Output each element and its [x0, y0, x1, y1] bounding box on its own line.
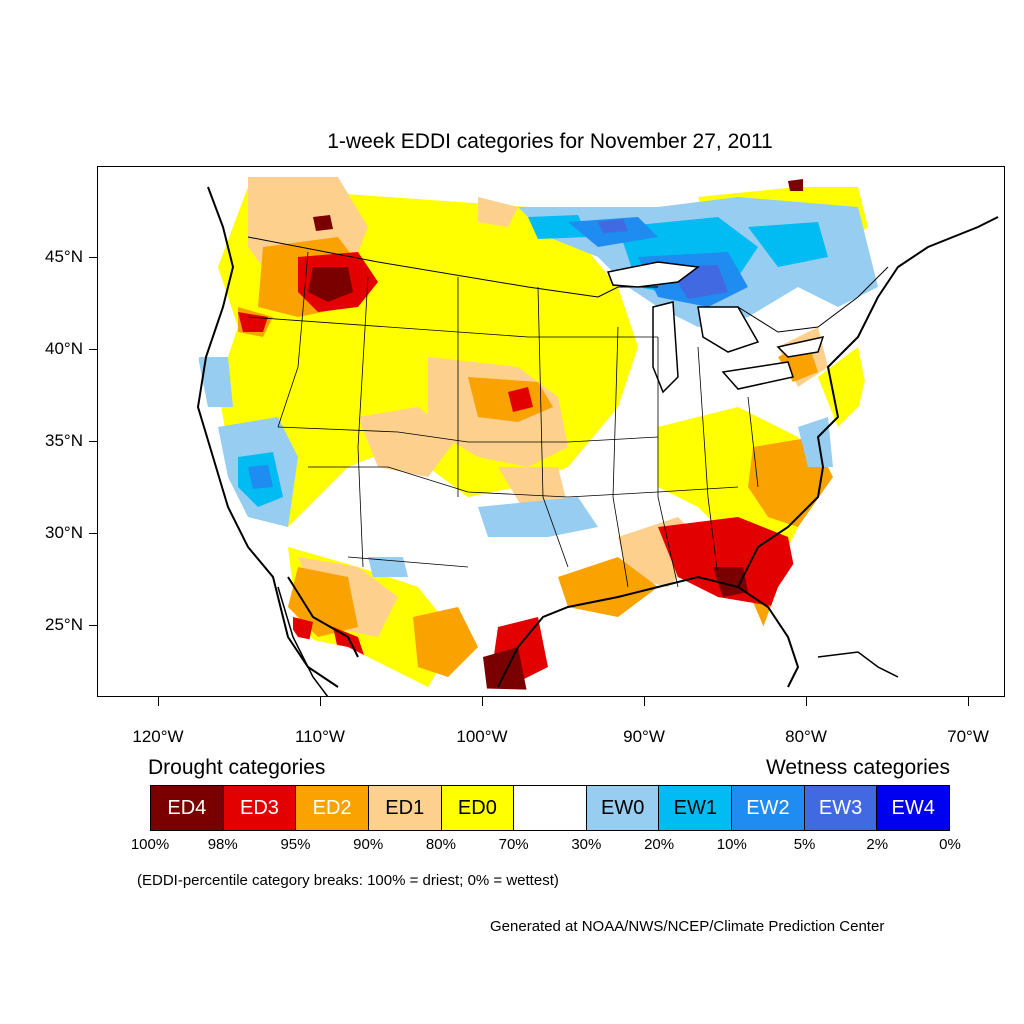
coastline	[196, 186, 999, 688]
great-lakes	[606, 261, 825, 394]
legend-break-label: 10%	[716, 836, 747, 853]
legend-box-ed4: ED4	[151, 786, 224, 830]
ed4-areas	[308, 179, 803, 695]
state-boundaries	[247, 251, 759, 588]
legend-break-label: 5%	[793, 836, 816, 853]
lon-tick-label: 100°W	[456, 727, 508, 746]
lat-tick-mark	[89, 441, 97, 442]
legend-box-ew3: EW3	[804, 786, 878, 830]
cuba-coast	[817, 651, 899, 678]
legend-break-label: 2%	[866, 836, 889, 853]
drought-heading: Drought categories	[148, 756, 326, 779]
lon-tick-mark	[968, 697, 969, 706]
lat-tick-label: 35°N	[45, 431, 83, 450]
lon-tick-label: 110°W	[295, 727, 345, 746]
credit-line: Generated at NOAA/NWS/NCEP/Climate Predi…	[490, 918, 885, 935]
legend-break-label: 95%	[280, 836, 311, 853]
legend-box-ew0: EW0	[586, 786, 660, 830]
map-frame	[97, 166, 1005, 697]
legend-box-ed2: ED2	[296, 786, 369, 830]
legend-break-label: 30%	[571, 836, 602, 853]
breaks-note: (EDDI-percentile category breaks: 100% =…	[137, 872, 559, 889]
lat-tick-label: 25°N	[45, 615, 83, 634]
legend-bar: ED4 ED3 ED2 ED1 ED0 EW0 EW1 EW2 EW3 EW4	[150, 785, 950, 831]
legend-box-normal	[514, 786, 587, 830]
legend-break-label: 20%	[644, 836, 675, 853]
lat-tick-mark	[89, 257, 97, 258]
legend-box-ew2: EW2	[732, 786, 805, 830]
lon-tick-mark	[806, 697, 807, 706]
wetness-heading: Wetness categories	[765, 756, 950, 779]
legend-box-ed0: ED0	[441, 786, 515, 830]
map-title: 1-week EDDI categories for November 27, …	[327, 130, 773, 153]
legend-break-label: 90%	[353, 836, 384, 853]
canada-border	[247, 236, 889, 333]
legend-break-label: 0%	[939, 836, 961, 853]
lon-tick-label: 80°W	[785, 727, 827, 746]
legend-box-ed1: ED1	[368, 786, 442, 830]
legend-break-label: 80%	[425, 836, 456, 853]
lon-tick-mark	[644, 697, 645, 706]
legend-break-label: 70%	[498, 836, 529, 853]
lon-tick-label: 120°W	[132, 727, 184, 746]
lon-tick-label: 70°W	[947, 727, 989, 746]
lat-tick-label: 40°N	[45, 339, 83, 358]
lon-tick-mark	[320, 697, 321, 706]
lon-tick-mark	[482, 697, 483, 706]
lat-tick-label: 30°N	[45, 523, 83, 542]
eddi-map	[196, 171, 999, 696]
baja-coast	[277, 586, 329, 696]
lat-tick-label: 45°N	[45, 247, 83, 266]
lon-tick-label: 90°W	[623, 727, 665, 746]
lat-tick-mark	[89, 533, 97, 534]
lat-tick-mark	[89, 349, 97, 350]
lon-tick-mark	[158, 697, 159, 706]
legend-box-ew4: EW4	[877, 786, 950, 830]
legend-box-ew1: EW1	[659, 786, 733, 830]
lat-tick-mark	[89, 625, 97, 626]
legend-break-label: 98%	[207, 836, 238, 853]
legend-break-label: 100%	[130, 836, 170, 853]
legend-box-ed3: ED3	[223, 786, 297, 830]
